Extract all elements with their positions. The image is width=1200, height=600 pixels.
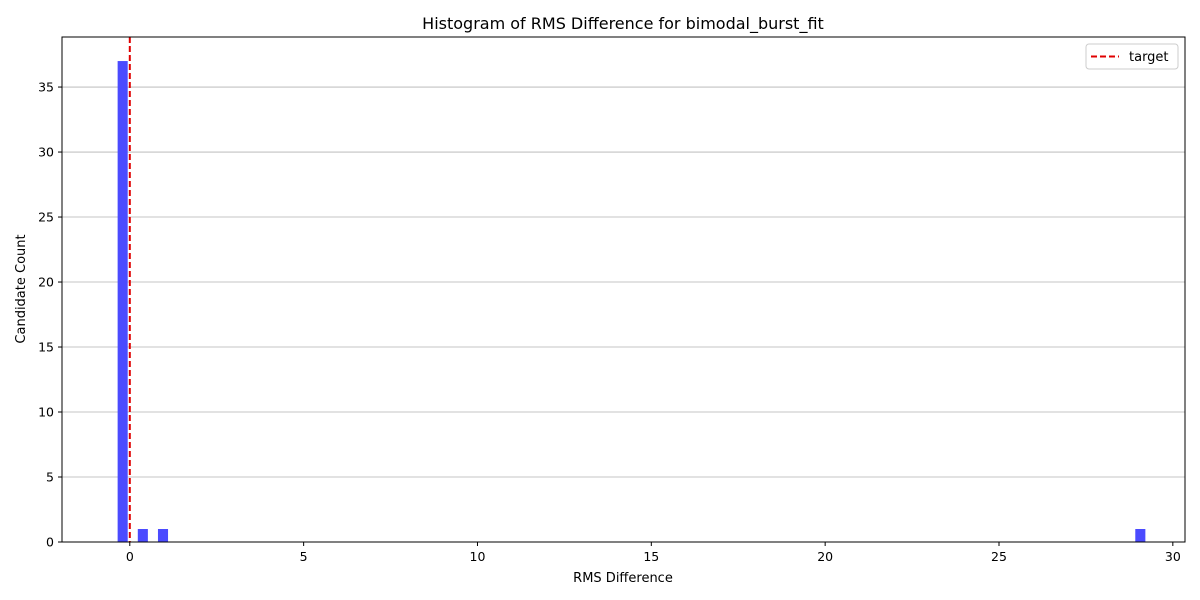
histogram-bar	[117, 61, 128, 543]
x-axis-label: RMS Difference	[573, 571, 673, 586]
y-tick-label: 0	[46, 535, 54, 550]
grid-layer	[62, 86, 1185, 478]
y-tick-label: 25	[38, 210, 54, 225]
x-tick-label: 15	[643, 549, 659, 564]
x-tick-label: 30	[1165, 549, 1181, 564]
histogram-bar	[137, 529, 148, 542]
x-tick-label: 10	[470, 549, 486, 564]
legend-box	[1085, 43, 1179, 70]
y-axis-label: Candidate Count	[14, 234, 29, 343]
histogram-bar	[157, 529, 169, 542]
y-axis-ticks: 0 5 10 15 20 25 30 35	[38, 80, 62, 550]
y-tick-label: 35	[38, 80, 54, 95]
y-tick-label: 10	[38, 405, 54, 420]
legend-target-label: target	[1129, 50, 1169, 65]
chart-title: Histogram of RMS Difference for bimodal_…	[422, 14, 824, 34]
x-tick-label: 5	[300, 549, 308, 564]
y-tick-label: 5	[46, 470, 54, 485]
x-tick-label: 25	[991, 549, 1007, 564]
plot-frame	[61, 36, 1186, 543]
x-tick-label: 0	[126, 549, 134, 564]
x-axis-ticks: 0 5 10 15 20 25 30	[126, 542, 1181, 564]
histogram-bar	[1135, 529, 1146, 542]
legend: target	[1085, 43, 1179, 70]
x-tick-label: 20	[817, 549, 833, 564]
y-tick-label: 30	[38, 145, 54, 160]
y-tick-label: 15	[38, 340, 54, 355]
y-tick-label: 20	[38, 275, 54, 290]
bars-layer	[117, 61, 1146, 543]
